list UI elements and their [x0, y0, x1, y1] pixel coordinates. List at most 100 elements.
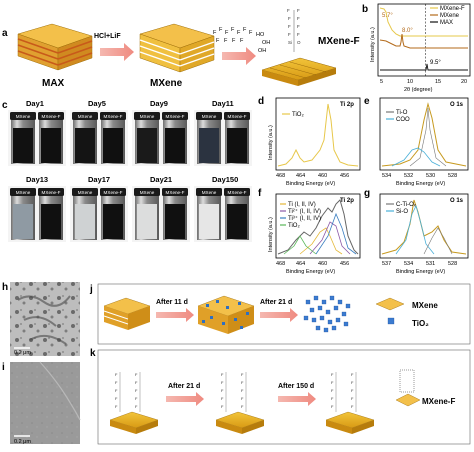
- panel-label-c: c: [2, 100, 8, 111]
- k-f-atom: F: [115, 404, 118, 409]
- arrow-a1: [100, 43, 134, 61]
- xps-f-ti2: [309, 221, 351, 255]
- xrd-annot-3: 9.5°: [430, 60, 441, 66]
- panel-label-h: h: [2, 282, 8, 293]
- xrd-series-mxene-f: [379, 7, 468, 37]
- k-f-atom: F: [331, 404, 334, 409]
- vial-label: MXene-F: [228, 190, 247, 195]
- vial-liquid-mxene-f: [227, 204, 247, 239]
- xps-g-tick-3: 528: [448, 261, 457, 267]
- svg-text:F: F: [237, 30, 241, 36]
- vial-cell-day21: Day21 MXene MXene-F: [132, 175, 190, 242]
- k-f-atom: F: [331, 396, 334, 401]
- xps-f-tick-3: 456: [340, 261, 349, 267]
- scale-label-i: 0.2 μm: [14, 439, 31, 445]
- vial-liquid-mxene: [137, 204, 157, 239]
- k-f-atom: F: [241, 388, 244, 393]
- panel-label-b: b: [362, 4, 368, 15]
- vial-cap: [38, 188, 64, 196]
- xps-g-envelope: [381, 199, 467, 255]
- svg-text:F: F: [297, 24, 300, 29]
- xrd-legend-1: MXene: [440, 13, 460, 19]
- k-f-atom: F: [351, 404, 354, 409]
- vial-cap: [100, 112, 126, 120]
- xrd-tick-0: 5: [380, 79, 383, 85]
- vial-label: MXene: [78, 190, 93, 195]
- panel-label-j: j: [89, 284, 93, 295]
- xps-f-ti: [299, 227, 343, 255]
- svg-text:F: F: [231, 27, 235, 33]
- xps-e-tick-3: 528: [448, 173, 457, 179]
- j-step-2: After 21 d: [260, 299, 292, 306]
- scale-label-h: 0.2 μm: [14, 350, 31, 356]
- svg-text:HO: HO: [256, 32, 265, 38]
- vial-cap: [224, 112, 250, 120]
- panel-label-a: a: [2, 28, 8, 39]
- vial-cap: [196, 112, 222, 120]
- k-f-atom: F: [135, 380, 138, 385]
- j-stack-mid: [197, 295, 255, 334]
- vial-cap: [10, 112, 36, 120]
- k-legend-mxenef: MXene-F: [422, 397, 455, 406]
- xps-e-element: O 1s: [450, 102, 464, 108]
- vial-label: MXene-F: [104, 190, 123, 195]
- svg-text:Si: Si: [288, 40, 292, 45]
- k-f-atom: F: [331, 372, 334, 377]
- j-stack-start: [103, 297, 151, 330]
- mxene-f-label: MXene-F: [318, 36, 360, 47]
- max-stack: [17, 23, 93, 71]
- panel-label-g: g: [364, 188, 370, 199]
- vial-label: MXene-F: [42, 190, 61, 195]
- mxene-label: MXene: [150, 78, 183, 89]
- vial-cell-day9: Day9 MXene MXene-F: [132, 99, 190, 166]
- svg-text:F: F: [297, 8, 300, 13]
- k-f-atom: F: [241, 372, 244, 377]
- max-label: MAX: [42, 78, 65, 89]
- vial-liquid-mxene: [13, 128, 33, 163]
- xps-e-tick-1: 532: [404, 173, 413, 179]
- vial-label: MXene: [16, 190, 31, 195]
- k-f-atom: F: [115, 380, 118, 385]
- day-label: Day150: [212, 175, 238, 184]
- k-f-atom: F: [351, 396, 354, 401]
- j-tio2-cluster: [303, 295, 351, 333]
- vial-cap: [38, 112, 64, 120]
- day-label: Day9: [150, 99, 168, 108]
- xps-e-legend-0: Ti-O: [396, 110, 408, 116]
- svg-text:OH: OH: [258, 48, 266, 54]
- xps-g-tick-0: 537: [382, 261, 391, 267]
- vial-cap: [72, 188, 98, 196]
- xps-f-tick-1: 464: [296, 261, 305, 267]
- arrow-a2: [222, 47, 256, 65]
- j-arrow-1: [156, 308, 194, 322]
- xps-f-legend-3: TiO₂: [288, 223, 300, 229]
- xrd-legend: MXene-F MXene MAX: [430, 6, 465, 26]
- vial-liquid-mxene: [75, 128, 95, 163]
- vial-label: MXene-F: [166, 190, 185, 195]
- k-f-atom: F: [351, 380, 354, 385]
- vial-liquid-mxene: [199, 128, 219, 163]
- vial-label: MXene-F: [228, 114, 247, 119]
- svg-text:F: F: [240, 38, 244, 44]
- svg-text:F: F: [288, 16, 291, 21]
- k-f-atom: F: [331, 380, 334, 385]
- svg-text:F: F: [225, 30, 229, 36]
- svg-text:F: F: [216, 38, 220, 44]
- k-f-atom: F: [351, 388, 354, 393]
- k-f-atom: F: [331, 388, 334, 393]
- svg-text:F: F: [288, 32, 291, 37]
- xps-f-legend-2: Ti³⁺ (I, II, IV): [288, 215, 321, 222]
- xps-d-tick-3: 456: [340, 173, 349, 179]
- vial-cap: [72, 112, 98, 120]
- vial-cap: [10, 188, 36, 196]
- svg-text:F: F: [287, 8, 290, 13]
- k-f-atom: F: [221, 404, 224, 409]
- k-f-atom: F: [135, 388, 138, 393]
- xps-f-ylabel: Intensity (a.u.): [268, 217, 274, 252]
- xps-e-legend-1: COO: [396, 117, 410, 123]
- k-f-atom: F: [115, 388, 118, 393]
- vial-label: MXene: [140, 114, 155, 119]
- xrd-legend-0: MXene-F: [440, 6, 465, 12]
